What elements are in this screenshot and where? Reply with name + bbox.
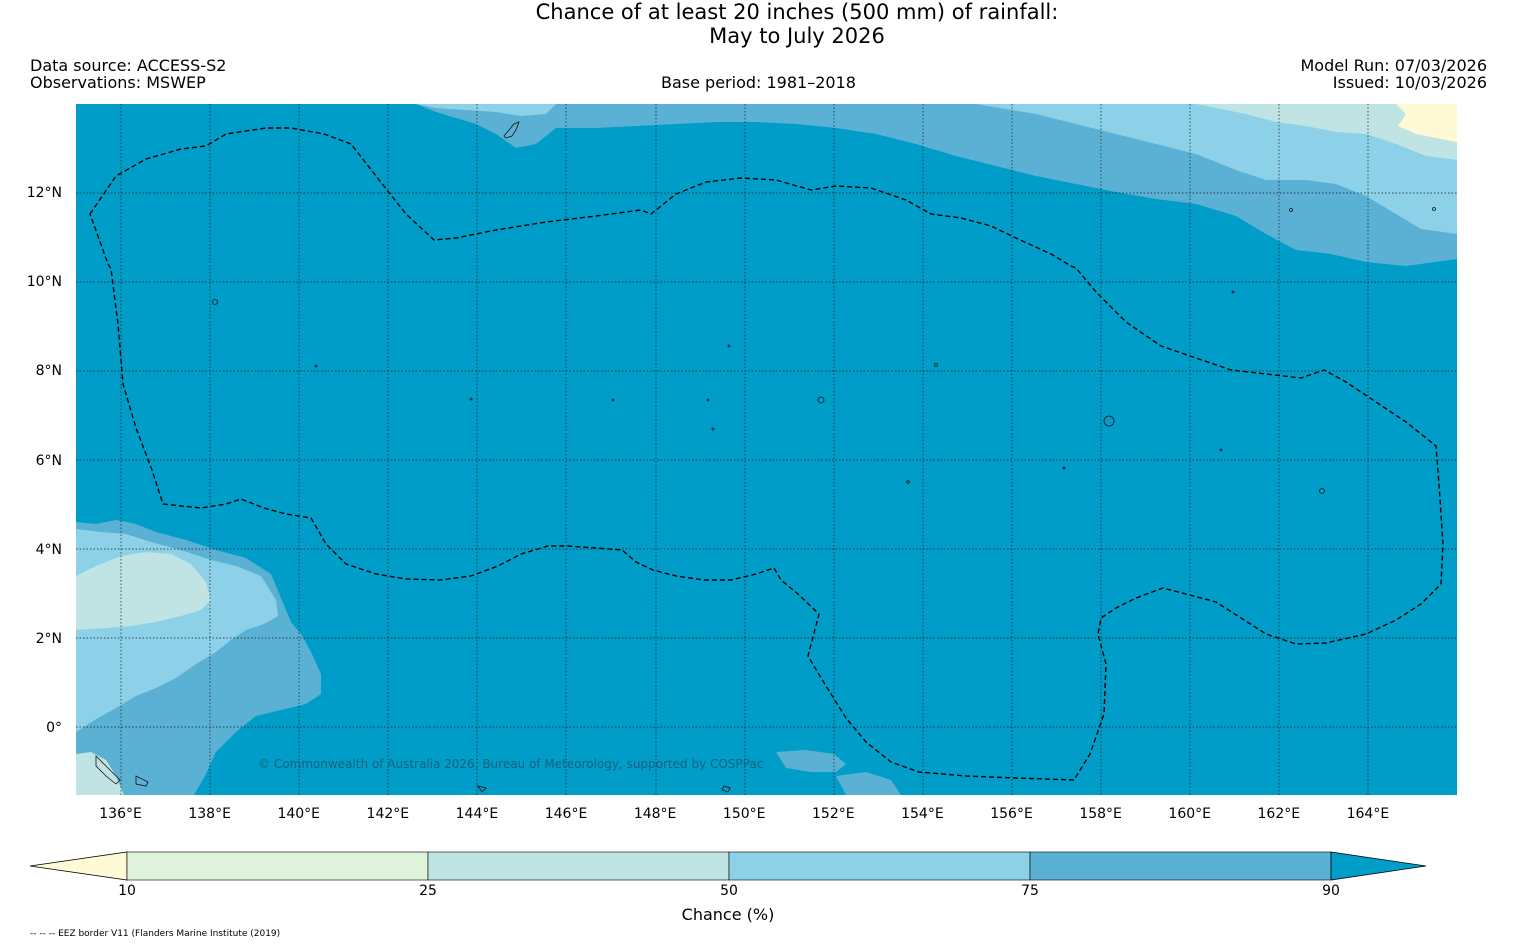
- colorbar-segment-50-75: [728, 851, 1031, 881]
- colorbar-extend-high: [1330, 851, 1427, 881]
- observations-label: Observations: MSWEP: [30, 73, 206, 92]
- region-25-50-southwest: [76, 552, 211, 630]
- lon-tick-label: 150°E: [722, 806, 766, 822]
- lon-tick-label: 148°E: [633, 806, 677, 822]
- lat-tick-label: 10°N: [26, 274, 62, 291]
- graticule: [76, 104, 1457, 795]
- lon-tick-label: 144°E: [455, 806, 499, 822]
- island-southwest-2: [135, 775, 149, 787]
- region-below-10-north: [1396, 104, 1457, 142]
- issued-label: Issued: 10/03/2026: [1332, 73, 1487, 92]
- colorbar-segment-10-25: [126, 851, 429, 881]
- island-north-2: [1432, 207, 1436, 211]
- lon-tick-label: 160°E: [1168, 806, 1211, 822]
- eez-border: [89, 127, 1444, 781]
- base-period-label: Base period: 1981–2018: [661, 73, 856, 92]
- lon-tick-label: 136°E: [99, 806, 142, 822]
- island-mokil: [906, 480, 910, 484]
- eez-source-note: -- -- -- EEZ border V11 (Flanders Marine…: [30, 929, 281, 939]
- island-kosrae: [1319, 488, 1325, 494]
- island-north-3: [1231, 290, 1235, 294]
- region-25-50-southwest-edge: [76, 752, 124, 795]
- lon-tick-label: 156°E: [990, 806, 1033, 822]
- lon-tick-label: 154°E: [901, 806, 944, 822]
- colorbar: [29, 851, 1427, 881]
- lon-tick-label: 140°E: [277, 806, 321, 822]
- colorbar-extend-low: [29, 851, 128, 881]
- map-title-line-1: Chance of at least 20 inches (500 mm) of…: [535, 0, 1059, 24]
- region-50-75-top-left: [416, 104, 556, 116]
- island-east-1: [1219, 448, 1223, 452]
- island-puluwat: [934, 363, 938, 367]
- map-title-line-2: May to July 2026: [709, 24, 885, 48]
- lon-tick-label: 164°E: [1346, 806, 1390, 822]
- island-mid-2: [611, 398, 615, 402]
- colorbar-tick-90: 90: [1322, 883, 1340, 899]
- copyright-text: © Commonwealth of Australia 2026, Bureau…: [258, 757, 763, 771]
- colorbar-tick-10: 10: [118, 883, 136, 899]
- colorbar-tick-25: 25: [419, 883, 437, 899]
- island-south-2: [477, 785, 487, 793]
- model-run-label: Model Run: 07/03/2026: [1300, 56, 1488, 75]
- colorbar-title: Chance (%): [681, 905, 775, 924]
- island-mid-3: [711, 427, 715, 431]
- island-east-2: [1062, 466, 1066, 470]
- data-source-label: Data source: ACCESS-S2: [30, 56, 227, 75]
- island-palau: [95, 755, 121, 785]
- colorbar-segment-75-90: [1029, 851, 1332, 881]
- island-mid-4: [727, 344, 731, 348]
- lat-tick-label: 4°N: [35, 541, 62, 558]
- island-north-1: [1289, 208, 1293, 212]
- islands: [95, 121, 1436, 793]
- region-25-50-north: [1196, 104, 1457, 160]
- region-75-90-south-patch-1: [776, 750, 846, 772]
- region-75-90-south-patch-2: [836, 772, 901, 795]
- island-yap: [212, 299, 218, 305]
- island-mid-1: [706, 398, 710, 402]
- island-chuuk: [817, 396, 825, 404]
- island-west-2: [469, 397, 473, 401]
- lat-tick-label: 6°N: [35, 452, 62, 469]
- lat-tick-label: 8°N: [35, 363, 62, 380]
- region-50-75-north: [976, 104, 1457, 234]
- guam-island: [503, 121, 520, 139]
- lon-tick-label: 152°E: [812, 806, 855, 822]
- lon-tick-label: 138°E: [188, 806, 231, 822]
- lat-tick-label: 2°N: [35, 630, 62, 647]
- rainfall-chance-map: © Commonwealth of Australia 2026, Bureau…: [76, 104, 1457, 795]
- colorbar-tick-75: 75: [1021, 883, 1039, 899]
- lat-tick-label: 0°: [46, 720, 62, 737]
- lat-tick-label: 12°N: [26, 185, 62, 202]
- colorbar-segment-25-50: [427, 851, 730, 881]
- colorbar-tick-50: 50: [720, 883, 738, 899]
- island-west-1: [314, 364, 318, 368]
- island-pohnpei: [1103, 415, 1115, 427]
- lon-tick-label: 146°E: [544, 806, 588, 822]
- lon-tick-label: 158°E: [1079, 806, 1122, 822]
- island-south-1: [721, 785, 731, 793]
- lon-tick-label: 142°E: [366, 806, 410, 822]
- lon-tick-label: 162°E: [1257, 806, 1301, 822]
